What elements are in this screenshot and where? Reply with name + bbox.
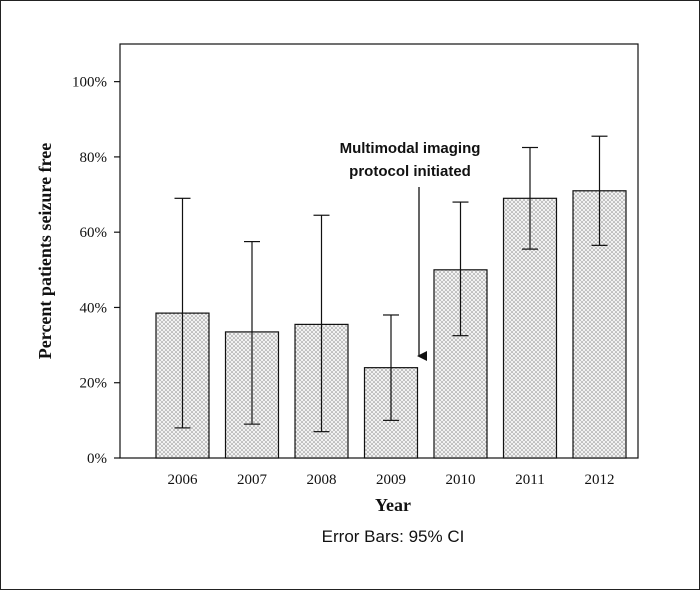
error-bars-note: Error Bars: 95% CI (322, 527, 465, 546)
annotation-line-2: protocol initiated (349, 163, 471, 180)
x-tick-label: 2006 (168, 472, 199, 488)
x-tick-label: 2007 (237, 472, 268, 488)
y-axis-title: Percent patients seizure free (35, 143, 55, 359)
y-tick-label: 60% (80, 225, 108, 241)
error-bars-group (174, 135, 608, 433)
x-tick-label: 2008 (307, 472, 337, 488)
y-tick-label: 40% (80, 300, 108, 316)
x-tick-label: 2009 (376, 472, 406, 488)
x-tick-label: 2010 (446, 472, 476, 488)
y-tick-label: 80% (80, 150, 108, 166)
y-tick-label: 100% (72, 75, 107, 91)
bar-2010 (433, 269, 488, 459)
y-tick-label: 0% (87, 451, 107, 467)
x-axis-title: Year (375, 495, 411, 515)
y-tick-label: 20% (80, 376, 108, 392)
x-tick-label: 2012 (585, 472, 615, 488)
y-axis: 0% 20% 40% 60% 80% 100% (72, 75, 120, 467)
annotation-line-1: Multimodal imaging (340, 140, 481, 157)
x-tick-label: 2011 (515, 472, 544, 488)
x-axis: 2006 2007 2008 2009 2010 2011 2012 (168, 472, 615, 488)
